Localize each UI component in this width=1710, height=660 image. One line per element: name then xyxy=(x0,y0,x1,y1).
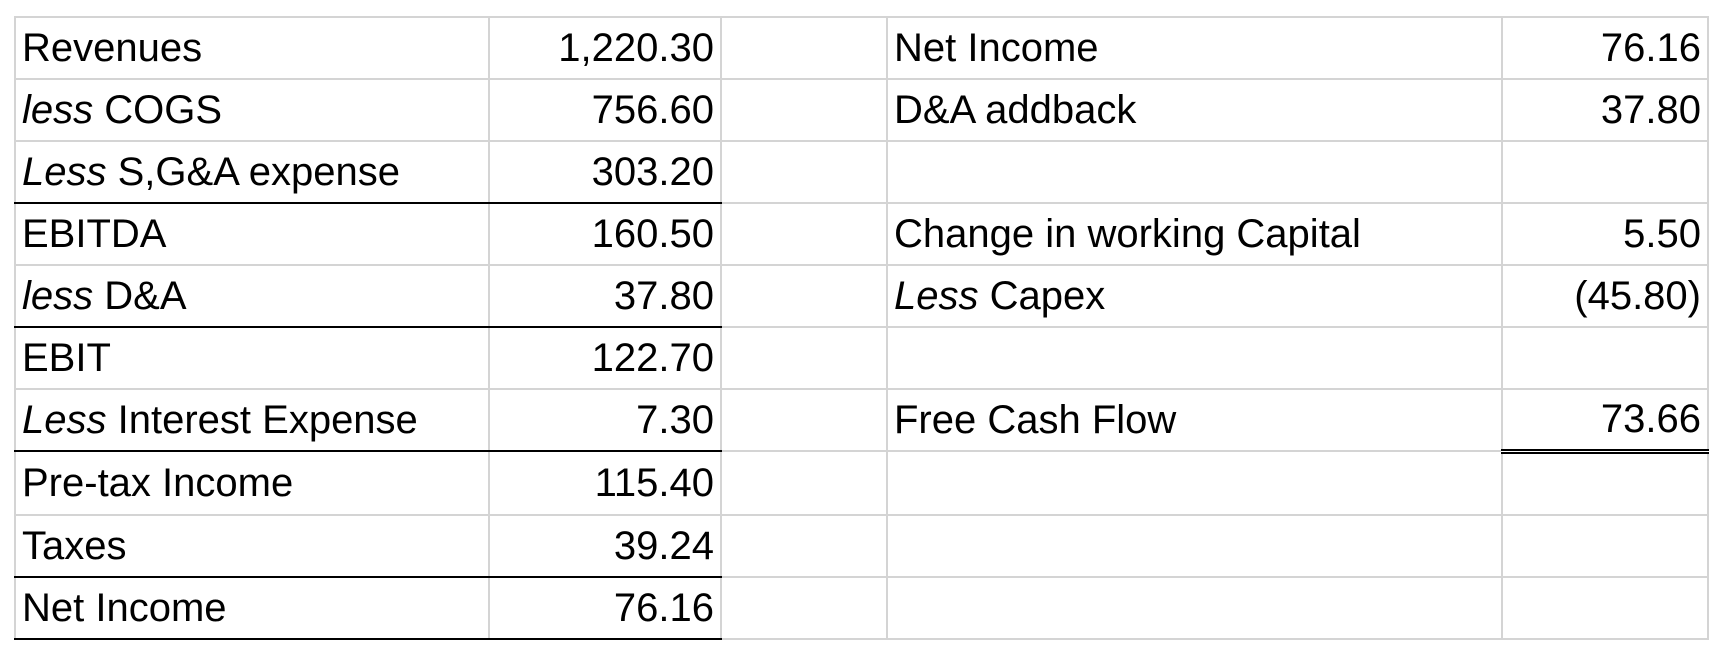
table-row: EBITDA 160.50 Change in working Capital … xyxy=(14,202,1709,266)
row-value: 303.20 xyxy=(591,150,714,194)
cell-cf-value[interactable] xyxy=(1501,514,1709,578)
table-row: Less Interest Expense 7.30 Free Cash Flo… xyxy=(14,388,1709,454)
cell-is-label[interactable]: EBIT xyxy=(14,326,490,390)
cell-empty[interactable] xyxy=(720,388,888,452)
row-value: 115.40 xyxy=(594,461,714,505)
cell-cf-label[interactable] xyxy=(886,576,1503,640)
cell-empty[interactable] xyxy=(720,264,888,328)
cell-is-label[interactable]: EBITDA xyxy=(14,202,490,266)
row-label: COGS xyxy=(104,88,223,132)
table-row: EBIT 122.70 xyxy=(14,326,1709,390)
table-row: Revenues 1,220.30 Net Income 76.16 xyxy=(14,16,1709,80)
cell-is-value[interactable]: 160.50 xyxy=(488,202,722,266)
cell-is-value[interactable]: 122.70 xyxy=(488,326,722,390)
row-label: Net Income xyxy=(894,26,1099,70)
cell-cf-label[interactable] xyxy=(886,140,1503,204)
cell-empty[interactable] xyxy=(720,202,888,266)
cell-cf-label[interactable]: D&A addback xyxy=(886,78,1503,142)
row-label: D&A addback xyxy=(894,88,1137,132)
row-label: Pre-tax Income xyxy=(22,461,294,505)
cell-is-label[interactable]: Less Interest Expense xyxy=(14,388,490,452)
cell-empty[interactable] xyxy=(720,78,888,142)
table-row: Less S,G&A expense 303.20 xyxy=(14,140,1709,204)
cell-empty[interactable] xyxy=(720,16,888,80)
cell-cf-label[interactable]: Free Cash Flow xyxy=(886,388,1503,452)
row-prefix: less xyxy=(22,274,94,318)
cell-cf-label[interactable]: Less Capex xyxy=(886,264,1503,328)
row-value: 37.80 xyxy=(1600,88,1701,132)
row-value: 756.60 xyxy=(591,88,714,132)
table-row: Net Income 76.16 xyxy=(14,576,1709,640)
cell-is-label[interactable]: Taxes xyxy=(14,514,490,578)
row-label: EBIT xyxy=(22,336,111,380)
cell-cf-value[interactable]: 5.50 xyxy=(1501,202,1709,266)
row-prefix: less xyxy=(22,88,94,132)
cell-is-label[interactable]: Net Income xyxy=(14,576,490,640)
cell-empty[interactable] xyxy=(720,326,888,390)
row-value: 39.24 xyxy=(613,524,714,568)
cell-cf-label[interactable] xyxy=(886,514,1503,578)
cell-cf-value[interactable] xyxy=(1501,576,1709,640)
cell-is-value[interactable]: 7.30 xyxy=(488,388,722,452)
row-value: 5.50 xyxy=(1623,212,1701,256)
cell-empty[interactable] xyxy=(720,450,888,516)
cell-cf-value[interactable] xyxy=(1501,326,1709,390)
row-label: Taxes xyxy=(22,524,127,568)
cell-cf-label[interactable] xyxy=(886,450,1503,516)
row-value: 76.16 xyxy=(613,586,714,630)
row-label: Net Income xyxy=(22,586,227,630)
row-label: Free Cash Flow xyxy=(894,398,1177,442)
cell-is-label[interactable]: Pre-tax Income xyxy=(14,450,490,516)
cell-cf-label[interactable] xyxy=(886,326,1503,390)
row-label: Interest Expense xyxy=(117,398,418,442)
table-row: Pre-tax Income 115.40 xyxy=(14,450,1709,516)
cell-cf-value[interactable]: 73.66 xyxy=(1501,388,1709,454)
row-label: Revenues xyxy=(22,26,203,70)
row-value: 122.70 xyxy=(591,336,714,380)
cell-is-label[interactable]: less D&A xyxy=(14,264,490,328)
cell-is-label[interactable]: less COGS xyxy=(14,78,490,142)
row-label: D&A xyxy=(104,274,187,318)
cell-cf-value[interactable]: 37.80 xyxy=(1501,78,1709,142)
row-prefix: Less xyxy=(894,274,979,318)
cell-is-label[interactable]: Less S,G&A expense xyxy=(14,140,490,204)
cell-empty[interactable] xyxy=(720,140,888,204)
table-row: Taxes 39.24 xyxy=(14,514,1709,578)
cell-cf-value[interactable]: (45.80) xyxy=(1501,264,1709,328)
cell-cf-value[interactable] xyxy=(1501,140,1709,204)
cell-is-value[interactable]: 303.20 xyxy=(488,140,722,204)
cell-cf-label[interactable]: Change in working Capital xyxy=(886,202,1503,266)
row-value: 7.30 xyxy=(636,398,714,442)
table-row: less D&A 37.80 Less Capex (45.80) xyxy=(14,264,1709,328)
cell-empty[interactable] xyxy=(720,576,888,640)
row-value: 1,220.30 xyxy=(558,26,714,70)
cell-empty[interactable] xyxy=(720,514,888,578)
cell-cf-value[interactable]: 76.16 xyxy=(1501,16,1709,80)
spreadsheet-grid: Revenues 1,220.30 Net Income 76.16 less … xyxy=(14,16,1709,640)
row-prefix: Less xyxy=(22,398,107,442)
row-value: 73.66 xyxy=(1600,397,1701,442)
cell-cf-label[interactable]: Net Income xyxy=(886,16,1503,80)
row-label: S,G&A expense xyxy=(117,150,401,194)
table-row: less COGS 756.60 D&A addback 37.80 xyxy=(14,78,1709,142)
row-value: 37.80 xyxy=(613,274,714,318)
row-label: Capex xyxy=(989,274,1106,318)
row-value: 76.16 xyxy=(1600,26,1701,70)
cell-is-value[interactable]: 76.16 xyxy=(488,576,722,640)
row-value: 160.50 xyxy=(591,212,714,256)
row-label: EBITDA xyxy=(22,212,167,256)
cell-is-value[interactable]: 1,220.30 xyxy=(488,16,722,80)
row-prefix: Less xyxy=(22,150,107,194)
row-label: Change in working Capital xyxy=(894,212,1361,256)
cell-is-value[interactable]: 37.80 xyxy=(488,264,722,328)
cell-is-value[interactable]: 756.60 xyxy=(488,78,722,142)
cell-is-label[interactable]: Revenues xyxy=(14,16,490,80)
cell-is-value[interactable]: 39.24 xyxy=(488,514,722,578)
cell-cf-value[interactable] xyxy=(1501,450,1709,516)
cell-is-value[interactable]: 115.40 xyxy=(488,450,722,516)
row-value: (45.80) xyxy=(1574,274,1701,318)
